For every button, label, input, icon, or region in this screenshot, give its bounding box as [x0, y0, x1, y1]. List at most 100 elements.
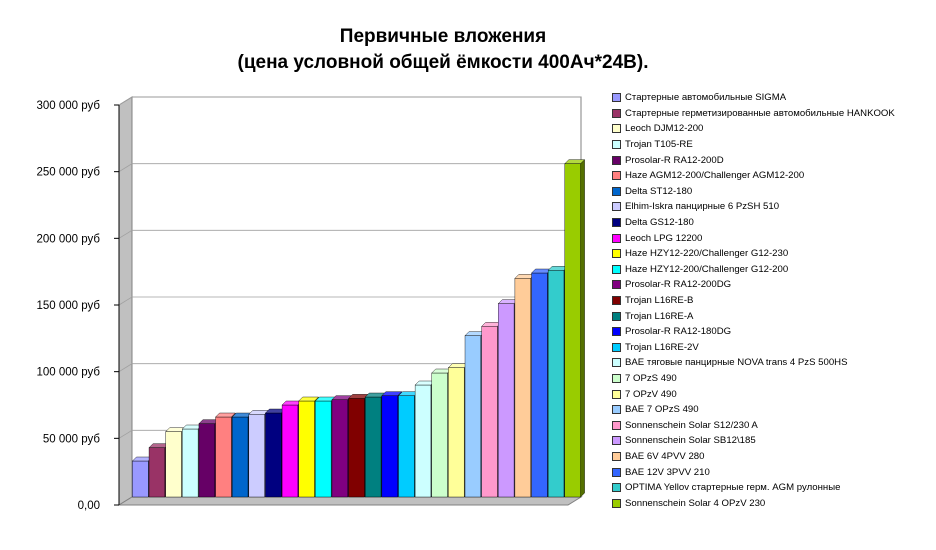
legend-label: Стартерные герметизированные автомобильн…: [625, 107, 895, 119]
legend-swatch: [612, 436, 621, 446]
legend-label: Trojan T105-RE: [625, 139, 693, 151]
legend-swatch: [612, 451, 621, 461]
legend-label: Leoch LPG 12200: [625, 232, 703, 244]
bar-front: [531, 272, 548, 498]
legend-item: BAE 6V 4PVV 280: [612, 449, 895, 465]
legend-item: Delta GS12-180: [612, 215, 895, 231]
bar-front: [215, 416, 232, 498]
bar-front: [165, 431, 182, 498]
legend-label: Haze HZY12-220/Challenger G12-230: [625, 248, 789, 260]
legend-swatch: [612, 108, 621, 118]
legend-swatch: [612, 218, 621, 228]
legend-label: Sonnenschein Solar S12/230 A: [625, 419, 758, 431]
legend-label: Leoch DJM12-200: [625, 123, 704, 135]
bar-front: [381, 395, 398, 498]
legend-item: Haze HZY12-200/Challenger G12-200: [612, 262, 895, 278]
legend-swatch: [612, 296, 621, 306]
y-tick-label: 300 000 руб: [37, 100, 101, 112]
y-axis: 0,00 50 000 руб 100 000 руб 150 000 руб 200 …: [37, 100, 120, 512]
bar-top: [215, 412, 236, 418]
legend-label: Sonnenschein Solar 4 OPzV 230: [625, 497, 766, 509]
legend-label: Delta GS12-180: [625, 217, 694, 229]
legend-swatch: [612, 140, 621, 150]
legend-label: Prosolar-R RA12-180DG: [625, 326, 732, 338]
legend-swatch: [612, 124, 621, 134]
legend-label: Prosolar-R RA12-200DG: [625, 279, 732, 291]
legend-label: 7 OPzS 490: [625, 372, 677, 384]
bar-front: [331, 399, 348, 498]
legend-swatch: [612, 249, 621, 259]
legend-swatch: [612, 155, 621, 165]
legend-item: OPTIMA Yellov стартерные герм. AGM рулон…: [612, 480, 895, 496]
legend-item: Trojan L16RE-A: [612, 308, 895, 324]
legend-swatch: [612, 264, 621, 274]
legend-label: Trojan L16RE-B: [625, 295, 694, 307]
bar-front: [514, 278, 531, 498]
bar-front: [132, 460, 149, 498]
chart-subtitle: (цена условной общей ёмкости 400Ач*24В).: [237, 52, 649, 73]
bar-front: [431, 372, 448, 498]
legend-item: BAE тяговые панцирные NOVA trans 4 PzS 5…: [612, 355, 895, 371]
legend-item: Sonnenschein Solar 4 OPzV 230: [612, 495, 895, 511]
legend-item: Стартерные герметизированные автомобильн…: [612, 106, 895, 122]
bar-front: [414, 384, 432, 498]
bar-top: [381, 391, 403, 396]
bar-front: [398, 395, 415, 498]
legend-label: BAE 12V 3PVV 210: [625, 466, 710, 478]
legend-item: Trojan L16RE-2V: [612, 340, 895, 356]
legend-label: Trojan L16RE-A: [625, 310, 694, 322]
legend-item: 7 OPzV 490: [612, 386, 895, 402]
chart-title: Первичные вложения: [339, 26, 547, 47]
legend-label: BAE 6V 4PVV 280: [625, 450, 705, 462]
legend-swatch: [612, 405, 621, 415]
legend-item: Elhim-Iskra панцирные 6 PzSH 510: [612, 199, 895, 215]
bar-front: [365, 396, 382, 498]
bar-top: [298, 396, 319, 402]
legend-label: Haze AGM12-200/Challenger AGM12-200: [625, 170, 805, 182]
y-tick-label: 150 000 руб: [37, 300, 101, 312]
legend-item: Delta ST12-180: [612, 184, 895, 200]
legend-item: BAE 7 OPzS 490: [612, 402, 895, 418]
gridline: [118, 229, 581, 239]
legend-item: Trojan T105-RE: [612, 137, 895, 153]
bar-front: [248, 414, 265, 498]
legend-item: Haze AGM12-200/Challenger AGM12-200: [612, 168, 895, 184]
floor: [117, 496, 583, 506]
chart-bars: [131, 159, 586, 498]
legend-item: BAE 12V 3PVV 210: [612, 464, 895, 480]
legend-item: 7 OPzS 490: [612, 371, 895, 387]
legend-swatch: [612, 202, 621, 212]
bar-front: [281, 404, 299, 498]
bar-front: [298, 400, 315, 498]
legend-swatch: [612, 373, 621, 383]
legend-item: Sonnenschein Solar SB12\185: [612, 433, 895, 449]
bar: [564, 159, 586, 498]
legend-item: Стартерные автомобильные SIGMA: [612, 90, 895, 106]
legend-label: Elhim-Iskra панцирные 6 PzSH 510: [625, 201, 780, 213]
bar-front: [498, 303, 515, 498]
bar-front: [182, 428, 199, 498]
legend-label: 7 OPzV 490: [625, 388, 677, 400]
legend-item: Leoch DJM12-200: [612, 121, 895, 137]
gridline: [118, 363, 581, 373]
legend-swatch: [612, 358, 621, 368]
legend-label: Sonnenschein Solar SB12\185: [625, 435, 756, 447]
y-tick-label: 250 000 руб: [37, 167, 101, 179]
bar-front: [265, 412, 282, 498]
legend-item: Prosolar-R RA12-200D: [612, 152, 895, 168]
legend-swatch: [612, 389, 621, 399]
legend-swatch: [612, 498, 621, 508]
legend-item: Sonnenschein Solar S12/230 A: [612, 417, 895, 433]
legend-label: BAE 7 OPzS 490: [625, 404, 699, 416]
gridline: [118, 296, 581, 306]
chart-legend: Стартерные автомобильные SIGMA Стартерные…: [612, 90, 895, 511]
legend-swatch: [612, 280, 621, 290]
y-tick-label: 50 000 руб: [43, 433, 101, 445]
legend-item: Haze HZY12-220/Challenger G12-230: [612, 246, 895, 262]
bar-front: [564, 163, 581, 498]
legend-label: Trojan L16RE-2V: [625, 341, 699, 353]
legend-swatch: [612, 327, 621, 337]
legend-item: Prosolar-R RA12-180DG: [612, 324, 895, 340]
legend-label: Prosolar-R RA12-200D: [625, 154, 724, 166]
